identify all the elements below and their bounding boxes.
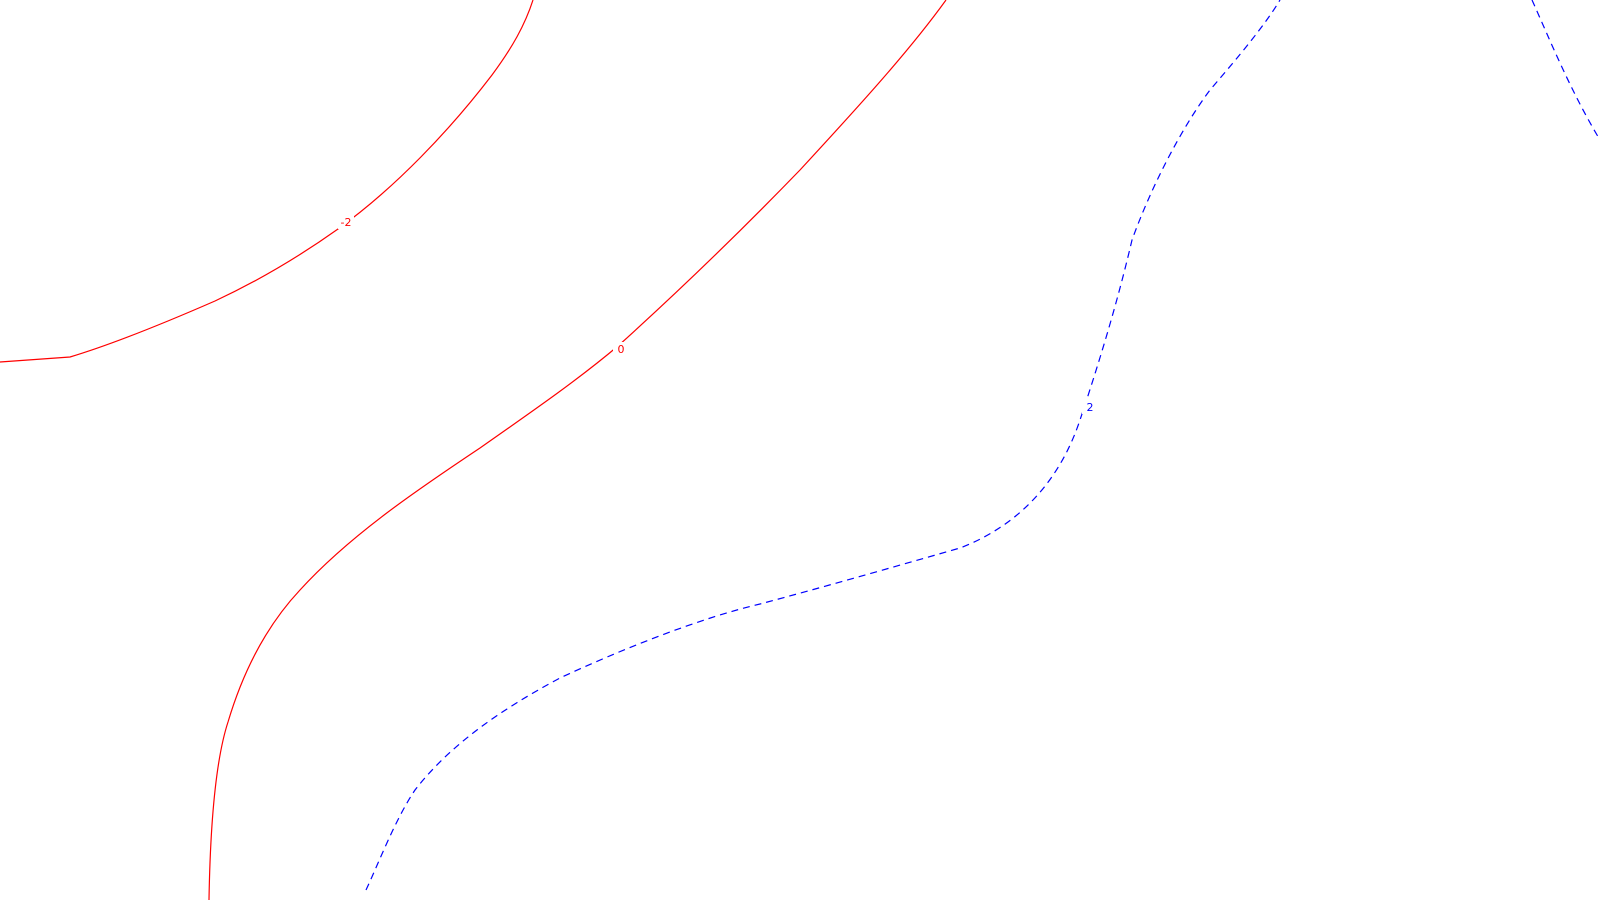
contour-labels: -2 0 2 (338, 215, 1098, 414)
contour-label-background (1082, 400, 1098, 414)
contour-line-level-2-part-2 (1531, 0, 1600, 141)
contour-label-level--2: -2 (341, 216, 352, 229)
contour-label-level-2: 2 (1087, 401, 1094, 414)
contour-line-level-0 (208, 0, 947, 900)
contour-label-background (338, 215, 354, 229)
contour-label-background (613, 342, 629, 356)
contour-line-level--2 (0, 0, 534, 363)
contour-line-level-2-part-1 (365, 0, 1281, 891)
contour-label-level-0: 0 (618, 343, 625, 356)
